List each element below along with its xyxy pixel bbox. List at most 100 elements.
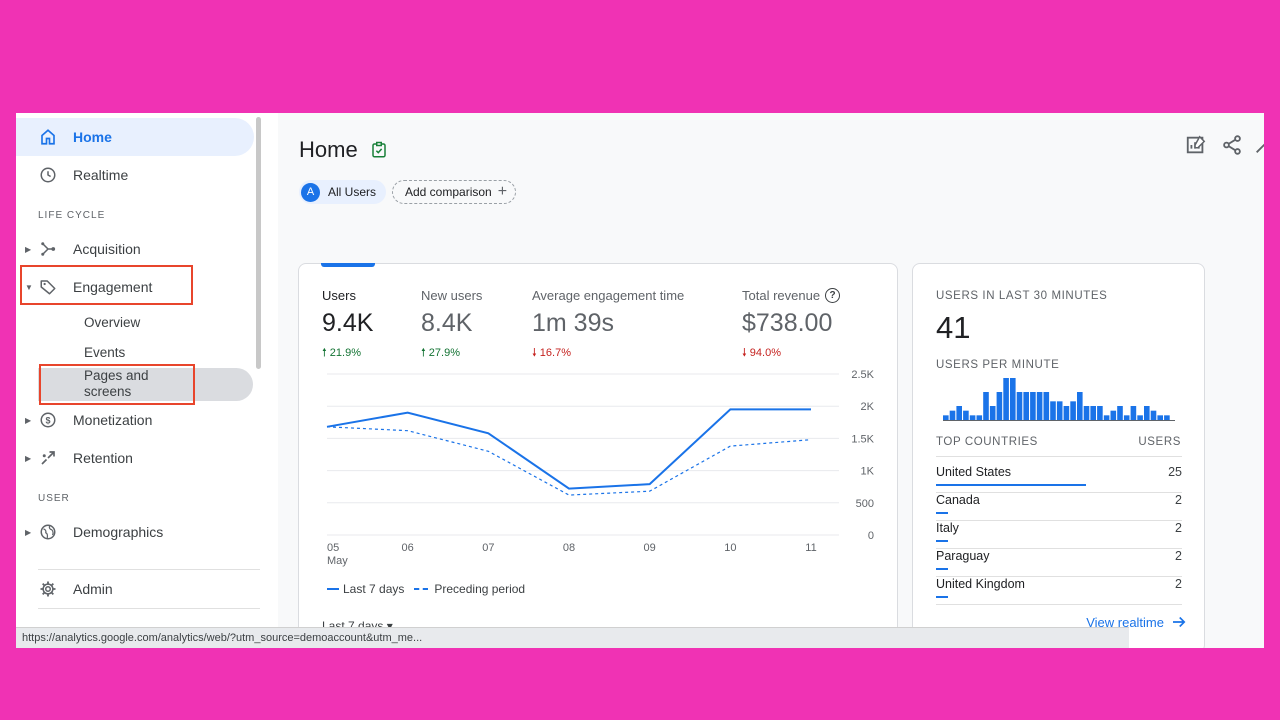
- sidebar-item-label: Realtime: [73, 167, 129, 183]
- insights-icon[interactable]: [1253, 134, 1264, 156]
- metric-value: 8.4K: [421, 309, 473, 337]
- top-countries-header: TOP COUNTRIES: [936, 436, 1038, 448]
- legend-label: Last 7 days: [343, 582, 405, 596]
- sidebar-item-label: Demographics: [73, 524, 164, 540]
- metric-change: 🠗 94.0%: [742, 344, 840, 363]
- section-label-user: USER: [38, 493, 70, 504]
- per-minute-bar: [1030, 392, 1036, 420]
- sidebar-item-demographics[interactable]: ▶ Demographics: [16, 513, 254, 551]
- country-row[interactable]: Paraguay 2: [936, 549, 1182, 577]
- sidebar-subitem-overview[interactable]: Overview: [84, 315, 141, 330]
- per-minute-bar: [1003, 378, 1009, 420]
- country-users: 2: [1175, 577, 1182, 591]
- acquisition-icon: [38, 239, 58, 259]
- arrow-up-icon: 🠕: [322, 347, 330, 359]
- sidebar-item-home[interactable]: Home: [16, 118, 254, 156]
- metric-change-value: 27.9%: [428, 347, 460, 359]
- x-tick-sublabel: May: [327, 555, 348, 567]
- sidebar-item-realtime[interactable]: Realtime: [16, 156, 254, 194]
- caret-down-icon: ▼: [25, 282, 33, 292]
- metric-change: 🠗 16.7%: [532, 344, 684, 363]
- per-minute-bar: [1157, 415, 1163, 420]
- overview-card: Users 9.4K 🠕 21.9% New users 8.4K 🠕 27.9…: [298, 263, 898, 648]
- customize-report-icon[interactable]: [1185, 134, 1207, 156]
- x-tick-label: 05: [327, 542, 339, 554]
- metric-label: Average engagement time: [532, 288, 685, 303]
- realtime-user-count: 41: [936, 310, 971, 345]
- home-icon: [38, 127, 58, 147]
- x-tick-label: 08: [563, 542, 575, 554]
- add-comparison-button[interactable]: Add comparison +: [392, 180, 517, 204]
- help-icon[interactable]: ?: [825, 288, 841, 303]
- active-metric-indicator: [321, 263, 375, 267]
- share-icon[interactable]: [1221, 134, 1243, 156]
- x-tick-label: 11: [805, 542, 816, 554]
- country-row[interactable]: Canada 2: [936, 493, 1182, 521]
- country-row[interactable]: United Kingdom 2: [936, 577, 1182, 605]
- country-share-bar: [936, 540, 948, 542]
- realtime-title: USERS IN LAST 30 MINUTES: [936, 290, 1108, 302]
- per-minute-bar: [1103, 415, 1110, 420]
- y-tick-label: 2K: [861, 401, 875, 413]
- per-minute-bar: [996, 392, 1003, 420]
- per-minute-bar: [1063, 406, 1070, 420]
- per-minute-bar: [1164, 415, 1170, 420]
- sidebar-subitem-pages-and-screens[interactable]: Pages and screens: [84, 368, 149, 399]
- country-row[interactable]: United States 25: [936, 465, 1182, 493]
- series-line-last-7-days: [326, 408, 811, 490]
- view-realtime-link[interactable]: View realtime: [1086, 613, 1188, 631]
- sidebar-item-label: Monetization: [73, 412, 153, 428]
- dropdown-arrow-icon: ▾: [386, 619, 393, 633]
- arrow-up-icon: 🠕: [421, 347, 429, 359]
- metric-new-users[interactable]: New users 8.4K 🠕 27.9%: [421, 288, 482, 363]
- per-minute-bar: [1123, 415, 1130, 420]
- realtime-card: USERS IN LAST 30 MINUTES 41 USERS PER MI…: [912, 263, 1205, 648]
- sidebar-item-engagement[interactable]: ▼ Engagement: [16, 268, 254, 306]
- comparison-chip-all-users[interactable]: A All Users: [299, 180, 387, 204]
- per-minute-bar: [1110, 410, 1117, 420]
- arrow-down-icon: 🠗: [742, 347, 750, 359]
- view-realtime-label: View realtime: [1086, 614, 1164, 630]
- per-minute-bar: [956, 406, 962, 420]
- caret-right-icon: ▶: [25, 453, 32, 463]
- sidebar-divider: [38, 569, 260, 570]
- country-share-bar: [936, 568, 948, 570]
- metric-value: 9.4K: [322, 309, 374, 337]
- y-tick-label: 1.5K: [851, 433, 874, 445]
- highlight-box-engagement: [20, 265, 193, 305]
- verified-report-icon[interactable]: [370, 141, 388, 159]
- metric-label: New users: [421, 288, 483, 303]
- per-minute-bar: [1036, 392, 1043, 420]
- x-tick-label: 09: [644, 542, 656, 554]
- per-minute-bar: [1130, 406, 1137, 420]
- sidebar-item-monetization[interactable]: ▶ $ Monetization: [16, 401, 254, 439]
- metric-change-value: 21.9%: [329, 347, 361, 359]
- country-users: 2: [1175, 493, 1182, 507]
- country-row[interactable]: Italy 2: [936, 521, 1182, 549]
- users-per-minute-chart: [943, 378, 1175, 421]
- metric-users[interactable]: Users 9.4K 🠕 21.9%: [322, 288, 373, 363]
- per-minute-bar: [1144, 406, 1150, 420]
- metric-change-value: 16.7%: [539, 347, 571, 359]
- segment-avatar: A: [301, 182, 320, 202]
- per-minute-bar: [949, 410, 956, 420]
- metric-value: $738.00: [742, 309, 833, 337]
- sidebar-item-admin[interactable]: Admin: [16, 570, 254, 608]
- per-minute-bar: [1117, 406, 1123, 420]
- sidebar-subitem-active-bg: [38, 368, 253, 401]
- country-name: United States: [936, 465, 1012, 479]
- country-users: 2: [1175, 549, 1182, 563]
- sidebar-scrollbar[interactable]: [256, 117, 261, 369]
- browser-status-url: https://analytics.google.com/analytics/w…: [16, 627, 1129, 648]
- arrow-right-icon: [1173, 616, 1186, 628]
- sidebar-subitem-events[interactable]: Events: [84, 345, 126, 360]
- metric-avg-engagement-time[interactable]: Average engagement time 1m 39s 🠗 16.7%: [532, 288, 684, 363]
- metric-total-revenue[interactable]: Total revenue? $738.00 🠗 94.0%: [742, 288, 841, 363]
- add-comparison-label: Add comparison: [405, 185, 492, 199]
- sidebar-item-acquisition[interactable]: ▶ Acquisition: [16, 230, 254, 268]
- per-minute-bar: [989, 406, 996, 420]
- sidebar-item-retention[interactable]: ▶ Retention: [16, 439, 254, 477]
- plus-icon: +: [497, 183, 508, 200]
- per-minute-bar: [1056, 401, 1063, 420]
- users-per-minute-label: USERS PER MINUTE: [936, 359, 1060, 371]
